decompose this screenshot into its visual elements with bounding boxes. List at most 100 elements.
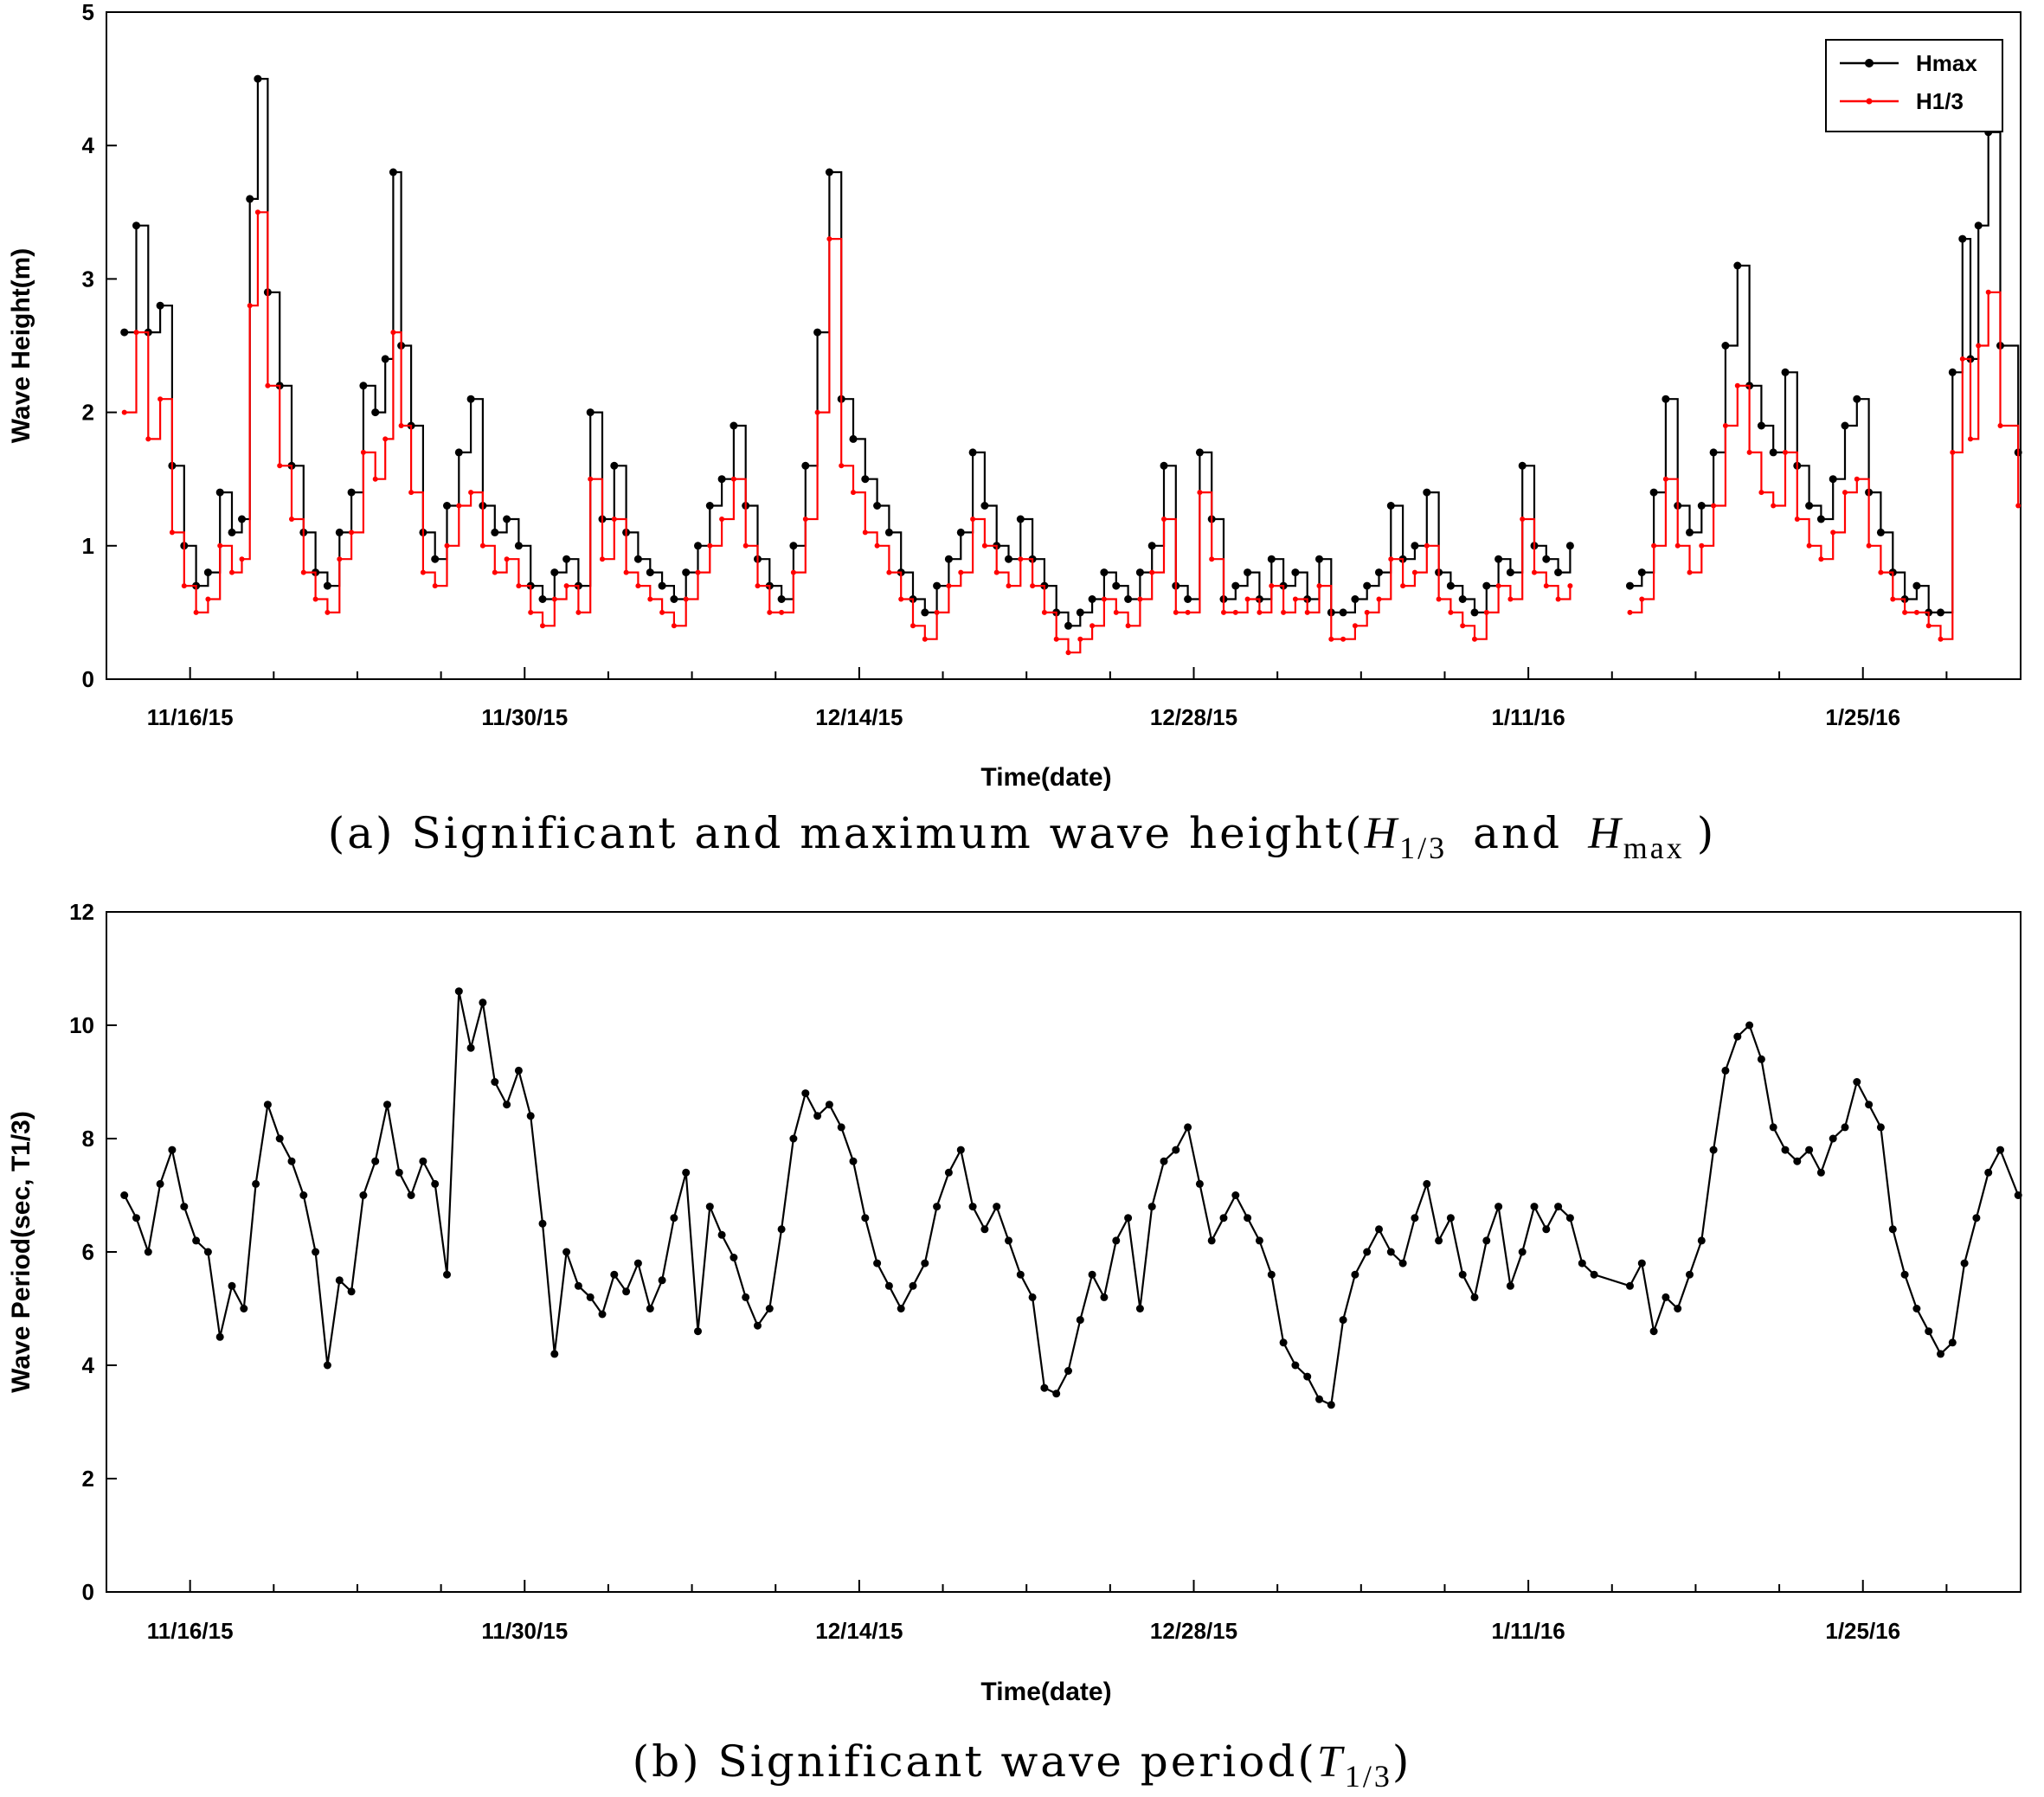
data-point [1328,636,1334,642]
data-point [132,221,140,230]
data-point [1016,515,1025,523]
data-point [1771,503,1777,509]
data-point [1697,1236,1706,1245]
data-point [884,528,893,536]
data-point [1352,623,1358,629]
data-point [1745,1021,1754,1030]
data-point [1567,583,1573,589]
data-point [1005,555,1012,563]
data-point [323,1361,331,1370]
series-line [1629,291,2020,640]
data-point [910,623,916,629]
data-point [1195,448,1204,457]
data-point [1506,568,1514,577]
data-point [371,1157,380,1165]
data-point [287,1157,296,1165]
data-point [659,609,665,615]
data-point [1304,609,1310,615]
data-point [1494,1203,1503,1211]
data-point [1448,609,1454,615]
data-point [456,503,462,509]
data-point [1554,1203,1563,1211]
data-point [730,1254,738,1261]
data-point [300,569,306,575]
data-point [849,434,858,443]
x-tick-label: 12/14/15 [815,704,903,730]
data-point [1041,609,1047,615]
data-point [934,609,940,615]
data-point [1781,368,1790,376]
data-point [1829,1134,1837,1143]
data-point [1030,583,1036,589]
data-point [777,595,786,603]
data-point [238,515,246,523]
data-point [1925,623,1932,629]
data-point [1721,342,1730,350]
data-point [1160,461,1168,470]
data-point [1578,1259,1586,1268]
data-point [360,449,366,455]
data-point [849,1157,858,1165]
chart-panel-b: 0 2 4 6 8 10 12 11/16/15 11/30/15 12/14/15 12/28/1… [7,899,2022,1794]
data-point [443,1270,451,1279]
data-point [825,1101,833,1109]
data-point [1351,1270,1359,1279]
data-point [1339,608,1347,617]
data-point [205,596,211,602]
data-point [779,609,785,615]
data-point [1363,1248,1372,1256]
data-point [479,998,487,1007]
data-point [1231,581,1240,590]
data-point [1053,636,1059,642]
data-point [707,542,713,549]
data-point [717,1230,726,1239]
caption-subscript: 1/3 [1399,831,1447,865]
data-point [252,1179,260,1188]
data-point [1866,542,1872,549]
data-point [1088,595,1096,603]
data-point [1124,1214,1133,1223]
data-point [1830,529,1836,536]
data-point [611,517,617,522]
data-point [1458,595,1467,603]
y-tick-label: 5 [82,0,94,25]
data-point [575,609,582,615]
data-point [277,463,283,469]
data-point [862,529,868,536]
data-point [586,408,595,417]
data-point [1816,515,1825,523]
data-point [993,569,1000,575]
data-point [550,568,559,577]
data-point [658,1276,666,1285]
data-point [1101,596,1107,602]
data-point [1637,568,1646,577]
y-tick-label: 4 [82,1352,95,1378]
data-point [121,409,127,415]
data-point [1985,289,1991,295]
data-point [1960,1259,1969,1268]
data-point [1818,556,1824,562]
data-point [503,1101,511,1109]
data-point [1147,1203,1156,1211]
data-point [1351,595,1359,603]
data-point [909,1281,917,1290]
x-tick-label: 12/28/15 [1150,704,1237,730]
data-point [694,542,702,550]
data-point [1554,568,1563,577]
data-point [1565,1214,1574,1223]
data-point [1853,1078,1861,1086]
y-tick-label: 4 [82,132,95,158]
data-point [254,74,262,83]
data-point [1888,1225,1897,1234]
x-tick-label: 12/28/15 [1150,1618,1237,1644]
data-point [1411,569,1417,575]
data-point [265,382,271,388]
data-point [1232,609,1238,615]
data-point [1006,583,1012,589]
y-tick-label: 2 [82,1466,94,1492]
data-point [1950,449,1956,455]
data-point [825,168,833,176]
data-point [466,395,475,403]
data-point [1460,623,1466,629]
data-point [1257,609,1263,615]
